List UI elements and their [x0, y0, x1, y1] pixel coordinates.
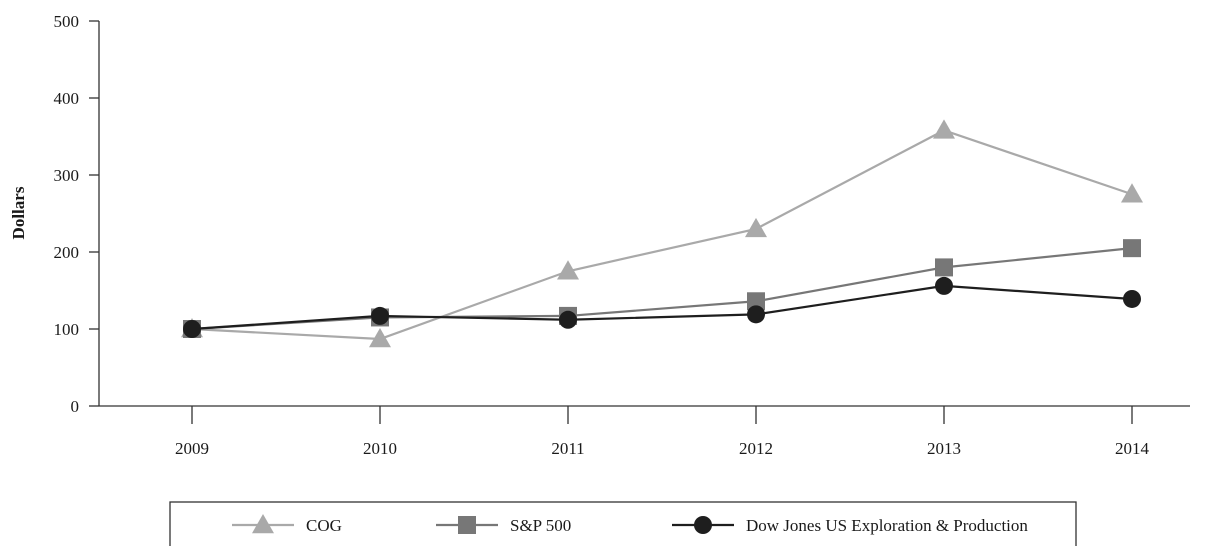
data-point [747, 292, 765, 311]
series-line [191, 247, 1133, 331]
data-point [559, 310, 577, 329]
y-tick-label: 0 [71, 397, 80, 416]
y-tick-label: 300 [54, 166, 80, 185]
y-tick-label: 200 [54, 243, 80, 262]
x-tick-label: 2012 [739, 439, 773, 458]
data-point [1123, 289, 1141, 308]
legend-marker [694, 516, 712, 534]
legend-marker [458, 516, 476, 534]
x-tick-label: 2013 [927, 439, 961, 458]
data-point [745, 217, 767, 238]
legend-label: Dow Jones US Exploration & Production [746, 516, 1028, 535]
x-tick-label: 2014 [1115, 439, 1150, 458]
x-tick-label: 2010 [363, 439, 397, 458]
data-point [369, 328, 391, 348]
legend: COG S&P 500 Dow Jones US Exploration & Pro… [169, 501, 1077, 546]
legend-label: COG [306, 516, 342, 535]
legend-item: Dow Jones US Exploration & Production [672, 516, 1028, 535]
legend-item: COG [232, 514, 342, 535]
data-point [371, 306, 389, 325]
data-point [747, 305, 765, 324]
legend-item: S&P 500 [436, 516, 571, 535]
data-point [1121, 183, 1143, 203]
data-point [1123, 239, 1141, 258]
legend-box [169, 501, 1077, 546]
x-tick-label: 2011 [551, 439, 584, 458]
y-tick-label: 500 [54, 12, 80, 31]
y-tick-label: 400 [54, 89, 80, 108]
series-triangle [181, 119, 1143, 348]
series-line [191, 129, 1133, 341]
legend-marker [252, 514, 274, 534]
data-point [183, 320, 201, 338]
data-point [557, 260, 579, 280]
y-tick-label: 100 [54, 320, 80, 339]
data-point [933, 119, 955, 139]
data-point [935, 276, 953, 295]
legend-label: S&P 500 [510, 516, 571, 535]
series-circle [183, 276, 1141, 338]
series-lines [181, 119, 1143, 348]
x-tick-label: 2009 [175, 439, 209, 458]
data-point [935, 258, 953, 277]
y-axis-title: Dollars [9, 186, 28, 239]
series-line [191, 284, 1133, 331]
x-axis: 2009 2010 2011 2012 2013 2014 [99, 405, 1190, 458]
y-axis: 0 100 200 300 400 500 [54, 12, 100, 416]
